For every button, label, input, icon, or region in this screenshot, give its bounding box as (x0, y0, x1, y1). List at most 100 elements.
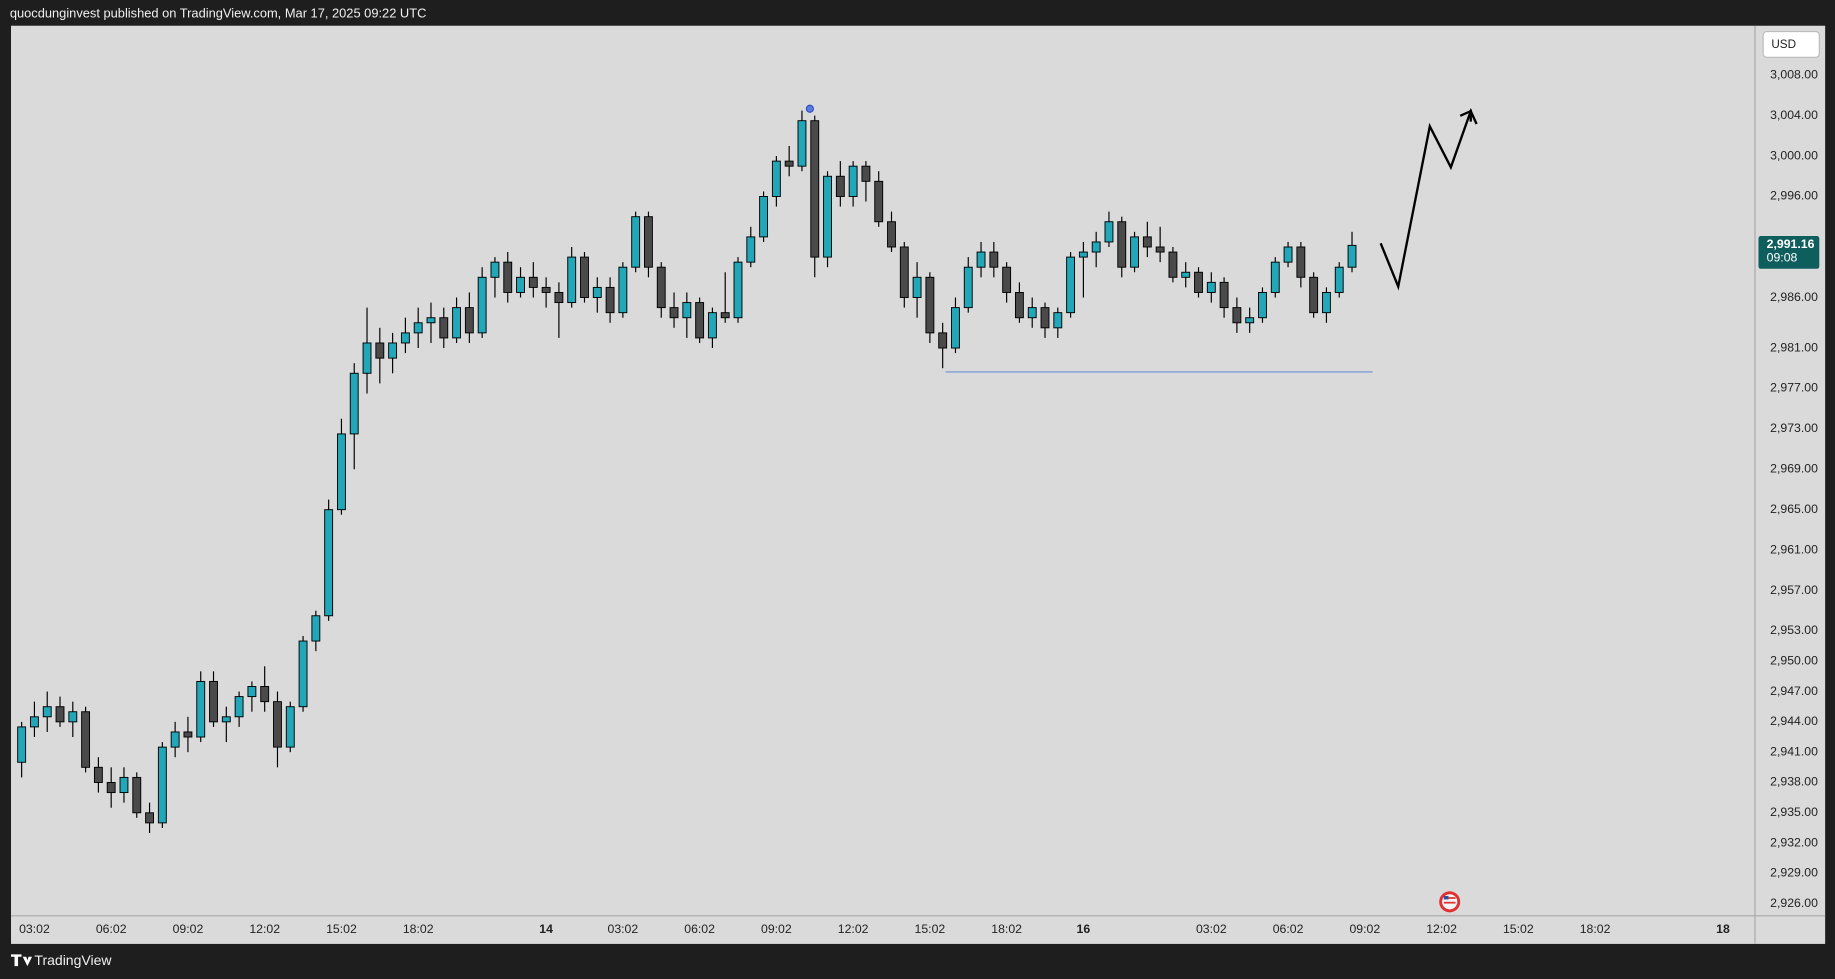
candle-body (1296, 246, 1306, 278)
y-tick-label: 2,953.00 (1770, 623, 1818, 637)
candle-body (426, 317, 436, 324)
candle-body (720, 312, 730, 319)
countdown-label: 09:08 (1767, 250, 1798, 264)
candle-body (1040, 307, 1050, 329)
x-tick-label: 09:02 (173, 922, 204, 936)
candle-body (81, 711, 91, 768)
candle-body (938, 332, 948, 349)
candle-body (1309, 276, 1319, 314)
y-tick-label: 3,008.00 (1770, 67, 1818, 81)
y-tick-label: 2,935.00 (1770, 805, 1818, 819)
y-tick-label: 2,961.00 (1770, 542, 1818, 556)
candle-body (1258, 291, 1267, 319)
x-tick-label: 12:02 (838, 922, 869, 936)
x-tick-label: 09:02 (1349, 922, 1380, 936)
candle-body (1168, 251, 1178, 278)
candle-body (1091, 241, 1101, 253)
x-tick-label: 16 (1077, 922, 1091, 936)
candle-body (464, 307, 474, 334)
candle-body (554, 291, 564, 304)
candle-body (93, 766, 103, 783)
candle-body (605, 286, 615, 314)
event-icon-stripe (1443, 901, 1456, 904)
x-tick-label: 06:02 (684, 922, 715, 936)
candle-body (541, 286, 551, 293)
x-tick-label: 06:02 (1273, 922, 1304, 936)
header: quocdunginvest published on TradingView.… (10, 5, 427, 20)
y-tick-label: 2,977.00 (1770, 381, 1818, 395)
candle-body (55, 706, 65, 723)
x-tick-label: 15:02 (1503, 922, 1534, 936)
x-tick-label: 03:02 (19, 922, 50, 936)
candle-body (1270, 261, 1280, 293)
y-tick-label: 2,981.00 (1770, 340, 1818, 354)
x-tick-label: 15:02 (915, 922, 946, 936)
x-tick-label: 09:02 (761, 922, 792, 936)
candle-body (1283, 246, 1293, 263)
candle-body (874, 180, 884, 223)
candle-body (951, 307, 960, 349)
y-tick-label: 2,947.00 (1770, 684, 1818, 698)
y-tick-label: 2,932.00 (1770, 835, 1818, 849)
candle-body (324, 509, 334, 617)
candle-body (221, 716, 231, 723)
candle-body (1334, 266, 1344, 293)
candle-body (247, 686, 257, 698)
candle-body (976, 251, 986, 268)
candle-body (400, 332, 410, 344)
x-tick-label: 12:02 (249, 922, 280, 936)
y-tick-label: 3,000.00 (1770, 148, 1818, 162)
candle-body (17, 726, 27, 763)
candle-body (413, 322, 423, 334)
candle-body (477, 276, 487, 334)
candle-body (1053, 312, 1063, 329)
candle-body (298, 640, 308, 708)
y-tick-label: 2,929.00 (1770, 866, 1818, 880)
candle-body (797, 120, 807, 167)
candle-body (1142, 236, 1152, 248)
currency: USD (1771, 38, 1796, 51)
y-tick-label: 2,996.00 (1770, 189, 1818, 203)
y-tick-label: 2,969.00 (1770, 462, 1818, 476)
candle-body (1078, 251, 1088, 258)
candle-body (1130, 236, 1139, 268)
candle-body (234, 696, 244, 718)
y-tick-label: 2,957.00 (1770, 583, 1818, 597)
candle-body (618, 266, 628, 314)
currency-box[interactable] (1762, 30, 1820, 58)
plot: 3,008.00 3,004.00 3,000.00 2,996.00 2,986.00… (17, 67, 1818, 936)
candle-body (631, 216, 641, 268)
candle-body (771, 160, 781, 197)
candle-body (1066, 256, 1076, 314)
candle-body (349, 372, 359, 435)
candle-body (170, 731, 180, 748)
event-icon-canton (1443, 895, 1449, 900)
y-tick-label: 2,941.00 (1770, 744, 1818, 758)
candle-body (1181, 271, 1191, 278)
candle-body (196, 680, 206, 738)
y-tick-label: 2,965.00 (1770, 502, 1818, 516)
candle-body (439, 317, 449, 339)
candle-body (644, 216, 653, 268)
candle-body (1232, 307, 1242, 324)
candle-body (145, 812, 154, 824)
candle-body (1117, 221, 1127, 268)
last-price-label: 2,991.16 (1767, 237, 1815, 251)
x-tick-label: 18:02 (1580, 922, 1611, 936)
y-tick-label: 2,944.00 (1770, 714, 1818, 728)
x-tick-label: 18 (1716, 922, 1730, 936)
last-price-box (1758, 236, 1820, 269)
candle-body (1206, 281, 1216, 293)
candle-body (567, 256, 577, 304)
candle-body (695, 302, 705, 339)
candle-body (1104, 221, 1114, 243)
candle-body (989, 251, 999, 268)
candle-body (784, 160, 794, 167)
candle-body (899, 246, 909, 298)
x-tick-label: 18:02 (991, 922, 1022, 936)
x-tick-label: 14 (539, 922, 553, 936)
candle-body (733, 261, 743, 319)
candle-body (183, 731, 193, 738)
candle-body (285, 706, 295, 748)
